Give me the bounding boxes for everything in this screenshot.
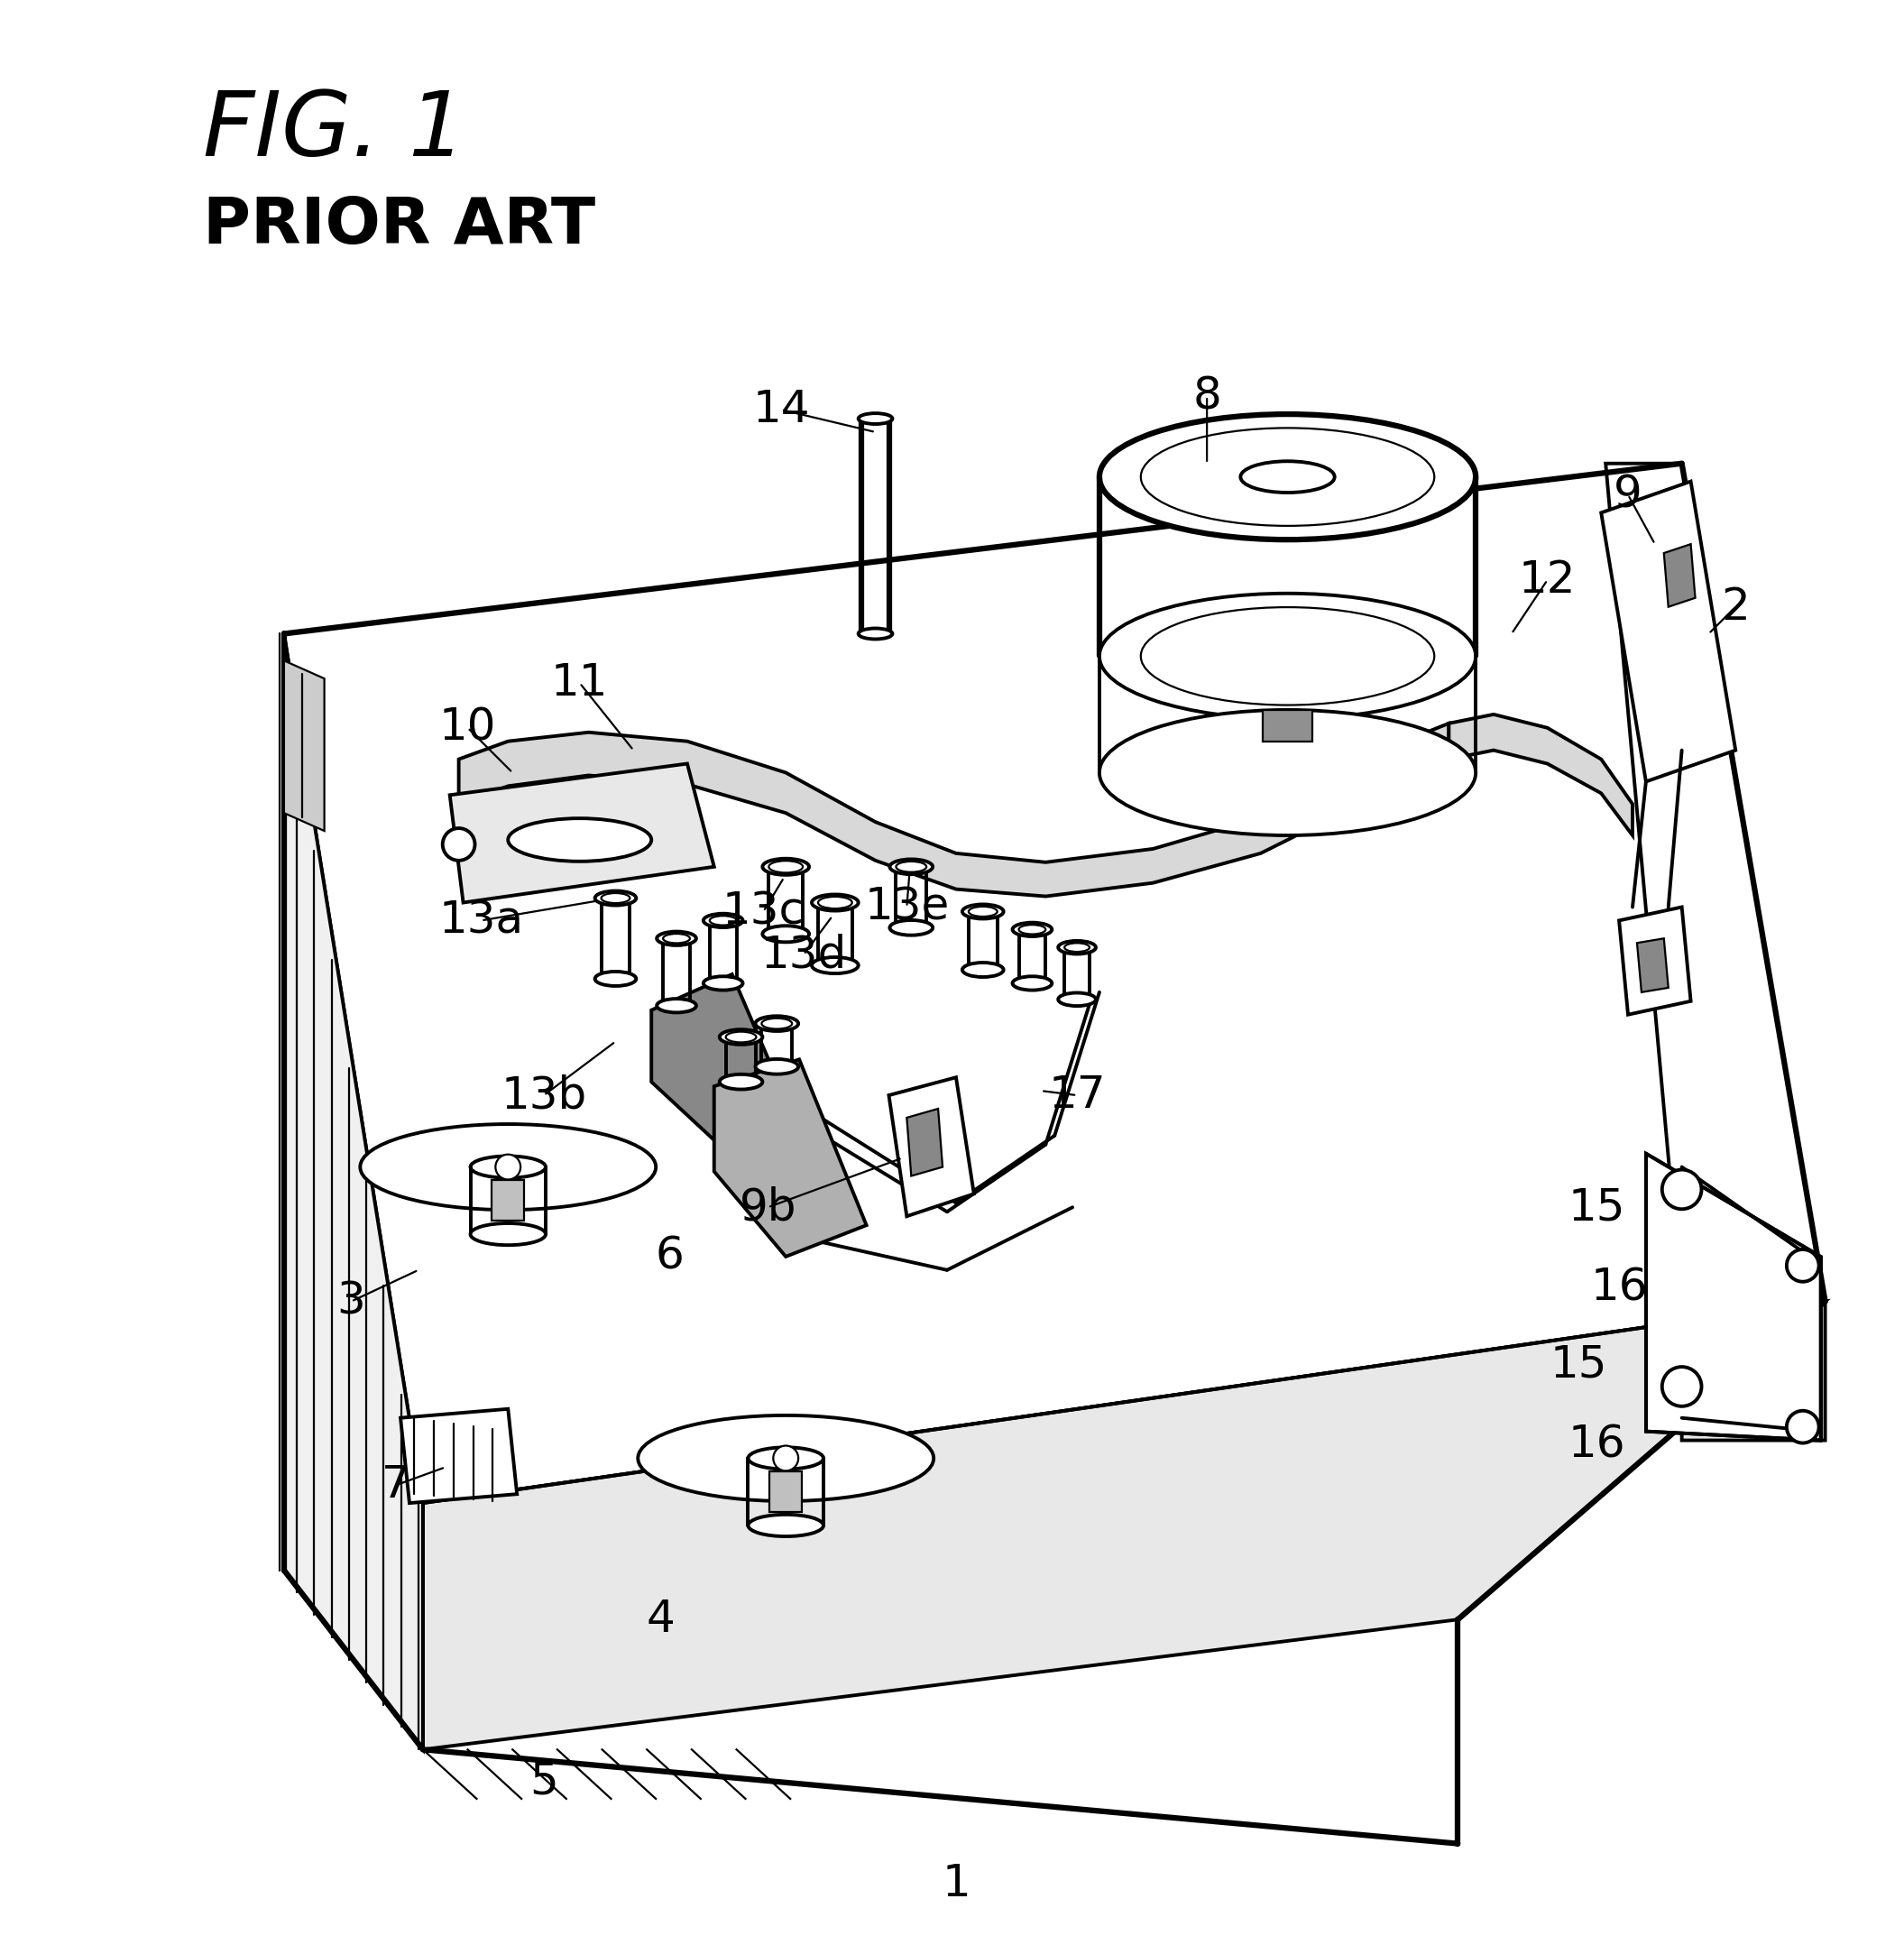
Ellipse shape — [889, 860, 933, 873]
Ellipse shape — [1241, 461, 1335, 492]
Circle shape — [1786, 1249, 1818, 1282]
Ellipse shape — [748, 1447, 823, 1468]
Polygon shape — [1645, 1153, 1820, 1441]
Text: 12: 12 — [1519, 558, 1577, 601]
Text: 14: 14 — [752, 389, 809, 432]
Polygon shape — [1605, 463, 1826, 1305]
Polygon shape — [1681, 1301, 1826, 1441]
Ellipse shape — [594, 891, 636, 904]
Ellipse shape — [638, 1416, 933, 1502]
Text: 16: 16 — [1590, 1266, 1647, 1309]
Ellipse shape — [859, 628, 893, 640]
Ellipse shape — [1059, 992, 1097, 1006]
Text: 10: 10 — [440, 706, 497, 749]
Text: 9: 9 — [1615, 473, 1643, 517]
Text: 17: 17 — [1049, 1074, 1106, 1116]
Polygon shape — [1262, 710, 1312, 741]
Ellipse shape — [962, 963, 1003, 976]
Ellipse shape — [811, 895, 859, 910]
Circle shape — [442, 829, 474, 860]
Polygon shape — [651, 974, 786, 1140]
Text: 3: 3 — [337, 1280, 366, 1323]
Text: FIG. 1: FIG. 1 — [204, 88, 466, 175]
Ellipse shape — [762, 858, 809, 875]
Polygon shape — [400, 1408, 518, 1503]
Text: 9b: 9b — [739, 1186, 796, 1229]
Text: 1: 1 — [942, 1861, 971, 1906]
Ellipse shape — [720, 1074, 762, 1089]
Text: 2: 2 — [1721, 585, 1750, 628]
Polygon shape — [284, 463, 1826, 1503]
Ellipse shape — [756, 1060, 798, 1074]
Circle shape — [773, 1445, 798, 1470]
Ellipse shape — [756, 1015, 798, 1031]
Polygon shape — [889, 1078, 975, 1216]
Text: 13e: 13e — [864, 885, 950, 928]
Ellipse shape — [859, 412, 893, 424]
Text: 15: 15 — [1550, 1342, 1607, 1385]
Polygon shape — [714, 1060, 866, 1256]
Polygon shape — [449, 764, 714, 902]
Polygon shape — [769, 1472, 802, 1511]
Ellipse shape — [1099, 414, 1476, 539]
Ellipse shape — [470, 1155, 546, 1179]
Text: 11: 11 — [550, 661, 609, 704]
Text: 5: 5 — [529, 1758, 558, 1803]
Text: 13c: 13c — [722, 891, 803, 934]
Circle shape — [1662, 1169, 1702, 1210]
Ellipse shape — [594, 972, 636, 986]
Text: 16: 16 — [1569, 1424, 1626, 1467]
Ellipse shape — [889, 920, 933, 936]
Circle shape — [495, 1155, 520, 1179]
Ellipse shape — [811, 957, 859, 974]
Text: 13d: 13d — [762, 934, 847, 976]
Polygon shape — [1637, 937, 1668, 992]
Ellipse shape — [470, 1223, 546, 1245]
Ellipse shape — [657, 932, 697, 945]
Text: 4: 4 — [645, 1599, 674, 1642]
Circle shape — [1662, 1367, 1702, 1406]
Ellipse shape — [1099, 710, 1476, 836]
Polygon shape — [1601, 480, 1736, 782]
Polygon shape — [491, 1181, 524, 1221]
Text: 13b: 13b — [501, 1074, 586, 1116]
Text: 15: 15 — [1569, 1186, 1626, 1229]
Ellipse shape — [703, 976, 743, 990]
Polygon shape — [284, 661, 324, 831]
Text: 13a: 13a — [438, 899, 524, 941]
Polygon shape — [906, 1109, 942, 1177]
Polygon shape — [1664, 545, 1695, 607]
Polygon shape — [1618, 906, 1691, 1015]
Circle shape — [1786, 1410, 1818, 1443]
Ellipse shape — [1013, 976, 1051, 990]
Polygon shape — [423, 1301, 1826, 1749]
Text: 8: 8 — [1192, 375, 1220, 418]
Ellipse shape — [657, 1000, 697, 1013]
Text: 7: 7 — [381, 1463, 411, 1507]
Ellipse shape — [1013, 922, 1051, 936]
Ellipse shape — [748, 1515, 823, 1537]
Polygon shape — [284, 634, 423, 1749]
Ellipse shape — [762, 926, 809, 941]
Ellipse shape — [1059, 941, 1097, 953]
Text: PRIOR ART: PRIOR ART — [204, 195, 596, 257]
Ellipse shape — [962, 904, 1003, 918]
Ellipse shape — [720, 1029, 762, 1044]
Ellipse shape — [703, 914, 743, 928]
Polygon shape — [1449, 714, 1632, 836]
Text: 6: 6 — [655, 1235, 684, 1278]
Polygon shape — [459, 724, 1449, 897]
Ellipse shape — [508, 819, 651, 862]
Ellipse shape — [1099, 593, 1476, 720]
Ellipse shape — [360, 1124, 655, 1210]
